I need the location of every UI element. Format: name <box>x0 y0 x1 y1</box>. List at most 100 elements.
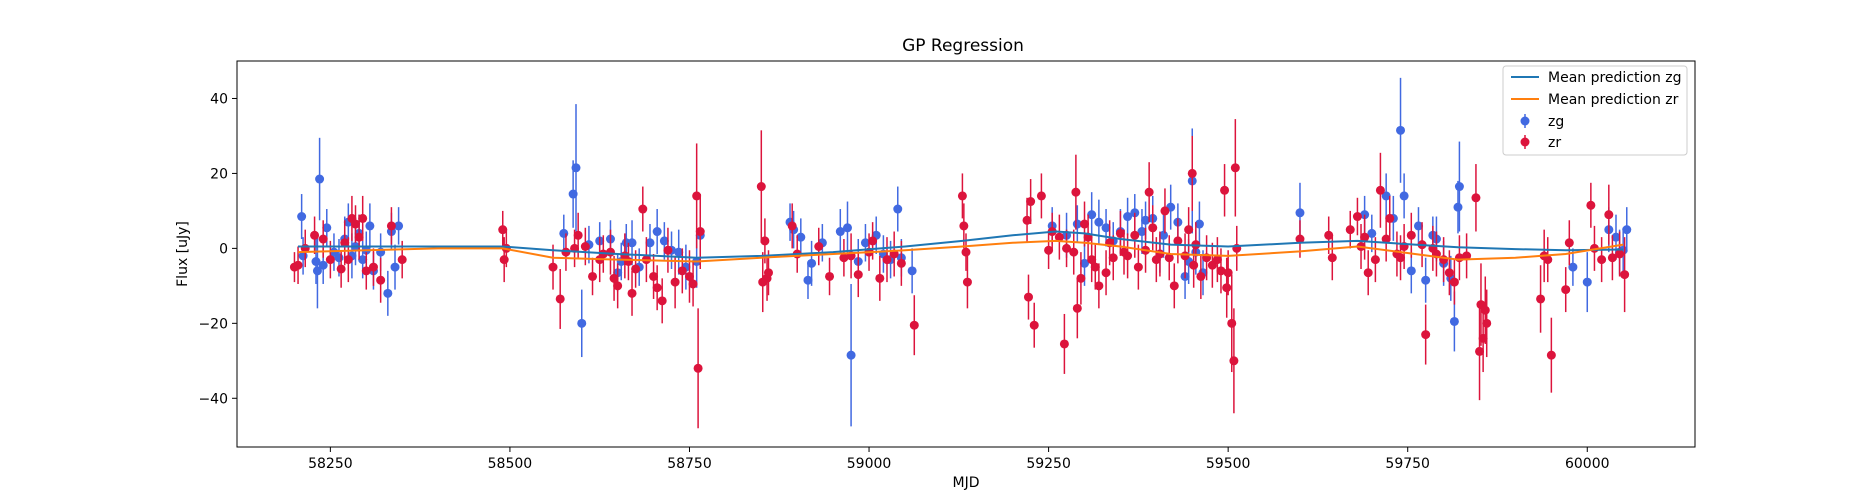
data-point-zr <box>1212 237 1222 283</box>
data-point-zr <box>1023 274 1033 320</box>
data-point-zg <box>1367 214 1377 253</box>
data-point-zg <box>1137 209 1147 254</box>
data-point-zr <box>1471 164 1481 232</box>
data-point-zr <box>1604 184 1614 245</box>
y-tick-label: 20 <box>210 166 228 182</box>
data-point-zr <box>1144 162 1154 223</box>
data-point-zg <box>315 137 325 221</box>
data-point-zr <box>1352 197 1362 236</box>
data-point-zg <box>1094 199 1104 245</box>
data-point-zg <box>1421 257 1431 303</box>
data-point-zg <box>1568 248 1578 286</box>
data-point-zr <box>1230 119 1240 217</box>
data-point-zr <box>1564 220 1574 266</box>
data-point-zg <box>577 289 587 358</box>
data-point-zr <box>688 261 698 307</box>
data-point-zg <box>1622 207 1632 253</box>
data-point-zg <box>1159 212 1169 258</box>
axes-frame <box>236 60 1696 448</box>
data-point-zr <box>1475 302 1485 401</box>
data-point-zr <box>1196 254 1206 299</box>
legend: Mean prediction zg Mean prediction zr zg… <box>1502 65 1688 156</box>
data-point-zg <box>659 222 669 260</box>
data-point-zr <box>1421 304 1431 365</box>
mean-prediction-line-zg <box>298 230 1624 259</box>
data-point-zr <box>1363 250 1373 296</box>
x-axis: 58250 58500 58750 59000 59250 59500 59750 60000 <box>308 447 1610 472</box>
data-point-zr <box>1022 197 1032 243</box>
data-point-zg <box>297 194 307 240</box>
data-point-zr <box>1220 164 1230 217</box>
data-point-zg <box>365 203 375 249</box>
data-point-zr <box>638 186 648 232</box>
data-point-zr <box>957 173 967 219</box>
series-zr <box>289 119 1630 429</box>
x-tick-label: 58750 <box>667 456 712 472</box>
data-point-zr <box>1385 195 1395 241</box>
chart-title: GP Regression <box>902 36 1024 56</box>
data-point-zr <box>1360 214 1370 260</box>
data-point-zr <box>1115 210 1125 256</box>
data-point-zr <box>1026 179 1036 225</box>
data-point-zr <box>1076 252 1086 305</box>
x-tick-label: 60000 <box>1565 456 1610 472</box>
data-point-zr <box>1044 231 1054 269</box>
data-point-zg <box>1413 207 1423 245</box>
x-tick-label: 59250 <box>1026 456 1071 472</box>
data-point-zr <box>1462 233 1472 279</box>
data-point-zr <box>677 248 687 294</box>
data-point-zr <box>853 252 863 298</box>
data-point-zr <box>613 263 623 309</box>
data-point-zr <box>962 255 972 309</box>
data-point-zg <box>803 261 813 299</box>
data-point-zr <box>695 194 705 269</box>
legend-box <box>1502 65 1688 156</box>
plot-area <box>236 60 1696 448</box>
data-point-zr <box>1062 229 1072 268</box>
data-point-zr <box>386 207 396 245</box>
data-point-zr <box>1108 235 1118 281</box>
data-point-zr <box>1072 278 1082 339</box>
data-point-zr <box>670 255 680 309</box>
data-point-zr <box>1029 302 1039 348</box>
data-point-zr <box>1130 212 1140 258</box>
data-point-zr <box>310 216 320 254</box>
data-point-zg <box>383 270 393 316</box>
data-point-zr <box>1327 235 1337 281</box>
data-point-zr <box>787 203 797 249</box>
data-point-zr <box>1169 263 1179 309</box>
mean-prediction-line-zr <box>297 239 1624 263</box>
data-point-zg <box>1381 173 1391 219</box>
data-point-zr <box>1375 152 1385 228</box>
data-point-zr <box>1223 250 1233 296</box>
data-point-zr <box>909 295 919 356</box>
data-point-zr <box>657 278 667 324</box>
data-point-zr <box>1229 308 1239 414</box>
data-point-zr <box>684 250 694 303</box>
data-point-zg <box>796 218 806 256</box>
y-tick-label: 0 <box>219 241 228 257</box>
x-axis-label: MJD <box>953 475 980 491</box>
data-point-zr <box>354 214 364 260</box>
x-tick-label: 59000 <box>847 456 892 472</box>
data-point-zg <box>893 186 903 232</box>
data-point-zr <box>1381 216 1391 262</box>
data-point-zr <box>1620 237 1630 313</box>
data-point-zg <box>807 240 817 286</box>
data-point-zr <box>1087 237 1097 283</box>
legend-label-zg-points: zg <box>1548 114 1564 130</box>
data-point-zr <box>361 252 371 290</box>
data-point-zg <box>907 248 917 294</box>
data-point-zr <box>1370 237 1380 283</box>
data-point-zr <box>1561 267 1571 313</box>
data-point-zg <box>1087 192 1097 238</box>
data-point-zg <box>1454 141 1464 232</box>
data-point-zr <box>1054 214 1064 260</box>
data-point-zr <box>368 248 378 286</box>
data-point-zr <box>555 268 565 329</box>
data-point-zr <box>336 250 346 288</box>
y-tick-label: −40 <box>198 391 228 407</box>
data-point-zr <box>814 227 824 266</box>
data-point-zr <box>693 308 703 429</box>
